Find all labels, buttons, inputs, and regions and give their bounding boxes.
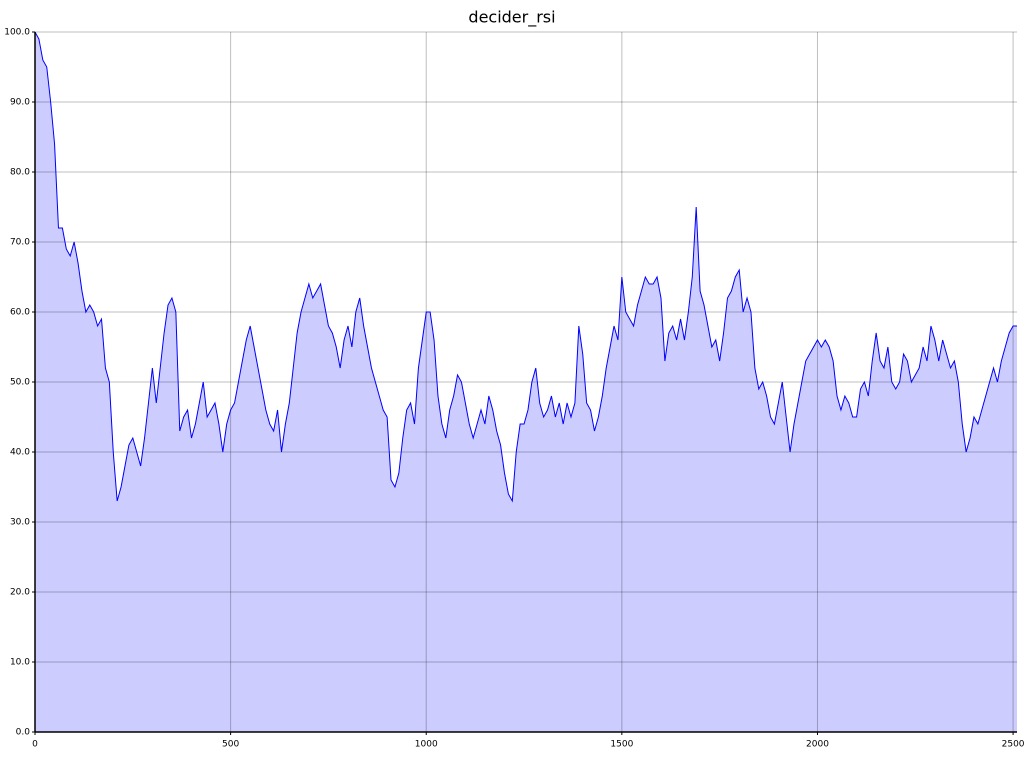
y-tick-label: 0.0: [16, 728, 31, 738]
x-tick-label: 2000: [806, 740, 829, 750]
y-tick-label: 100.0: [4, 28, 30, 38]
y-tick-label: 30.0: [10, 518, 30, 528]
x-tick-label: 0: [32, 740, 38, 750]
y-tick-label: 60.0: [10, 308, 30, 318]
y-tick-label: 10.0: [10, 658, 30, 668]
x-tick-label: 2500: [1002, 740, 1024, 750]
y-tick-label: 20.0: [10, 588, 30, 598]
y-tick-label: 40.0: [10, 448, 30, 458]
x-tick-label: 1500: [610, 740, 633, 750]
x-tick-label: 1000: [415, 740, 438, 750]
y-tick-label: 90.0: [10, 98, 30, 108]
area-fill: [35, 32, 1017, 732]
y-tick-label: 50.0: [10, 378, 30, 388]
x-tick-label: 500: [222, 740, 239, 750]
y-tick-label: 70.0: [10, 238, 30, 248]
line: [34, 31, 1017, 503]
chart-title: decider_rsi: [468, 8, 555, 28]
y-tick-label: 80.0: [10, 168, 30, 178]
